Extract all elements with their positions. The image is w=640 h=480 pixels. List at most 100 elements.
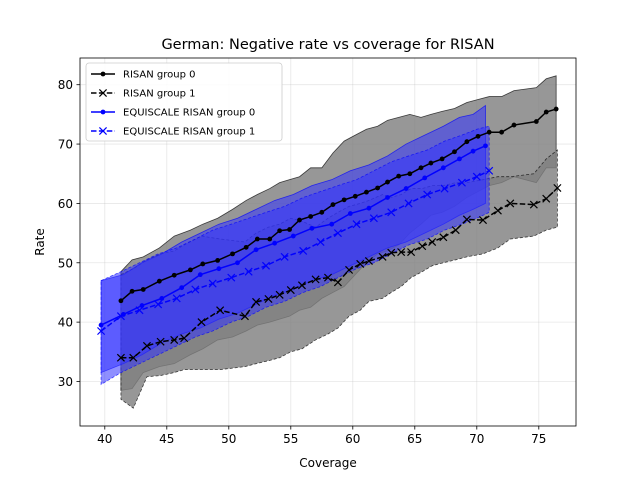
equiscale-risan-group-0-point (98, 322, 104, 328)
risan-group-1-point (311, 275, 320, 284)
risan-group-1-point (323, 273, 333, 282)
risan-group-0-legend-marker (100, 71, 106, 77)
risan-group-1-point (116, 353, 125, 362)
equiscale-risan-group-1-point (404, 199, 413, 208)
equiscale-risan-group-0-point (403, 186, 409, 191)
risan-group-0-point (254, 236, 260, 242)
risan-group-1-point (286, 286, 295, 295)
equiscale-risan-group-0-point (253, 247, 259, 253)
y-tick-label: 80 (58, 78, 73, 92)
equiscale-risan-group-1-point (227, 273, 236, 282)
risan-group-1-point (493, 206, 502, 215)
risan-group-0-point (533, 119, 539, 124)
risan-group-0-point (418, 165, 424, 171)
equiscale-risan-group-0-point (216, 266, 222, 272)
risan-group-1-legend-label: RISAN group 1 (123, 89, 196, 100)
y-tick-label: 60 (58, 197, 73, 211)
equiscale-risan-group-1-band (100, 125, 490, 386)
legend-box (85, 62, 283, 142)
risan-group-1-point (216, 306, 225, 315)
equiscale-risan-group-1-point (244, 267, 253, 276)
equiscale-risan-group-1-point (333, 229, 342, 238)
risan-group-1-point (407, 248, 416, 257)
risan-group-0-point (230, 251, 235, 257)
equiscale-risan-group-1-point (316, 237, 325, 247)
equiscale-risan-group-1-point (369, 214, 378, 223)
chart-title: German: Negative rate vs coverage for RI… (161, 37, 494, 53)
risan-group-0-point (396, 173, 402, 179)
risan-group-1-point (356, 259, 365, 268)
risan-group-0-point (428, 160, 434, 166)
equiscale-risan-group-0-point (347, 211, 353, 216)
equiscale-risan-group-0-point (457, 156, 462, 162)
equiscale-risan-group-1-point (172, 294, 181, 303)
x-tick-label: 75 (531, 432, 546, 446)
risan-group-1-point (333, 278, 342, 287)
equiscale-risan-group-1-point (485, 166, 494, 175)
risan-group-0-point (308, 214, 314, 219)
equiscale-risan-group-0-point (139, 303, 145, 308)
equiscale-risan-group-0-point (159, 295, 165, 301)
risan-group-0-point (287, 227, 292, 232)
equiscale-risan-group-1-point (135, 306, 144, 315)
risan-group-1-point (264, 294, 273, 304)
risan-group-0-legend-label: RISAN group 0 (123, 70, 196, 81)
equiscale-risan-group-1-point (154, 300, 163, 309)
risan-group-0-point (297, 217, 302, 223)
y-tick-label: 40 (58, 316, 73, 330)
equiscale-risan-group-1-point (423, 190, 432, 199)
risan-group-0-point (187, 267, 193, 273)
risan-group-1-point (439, 233, 448, 242)
equiscale-risan-group-1-point (191, 285, 200, 294)
x-axis-label: Coverage (299, 456, 357, 470)
risan-group-0-point (385, 179, 390, 185)
risan-group-1-point (397, 248, 406, 257)
risan-group-0-point (118, 298, 124, 304)
equiscale-risan-group-1-point (352, 220, 361, 229)
risan-group-0-point (319, 209, 325, 215)
risan-group-1-point (506, 199, 515, 208)
risan-group-1-point (142, 341, 151, 350)
risan-group-1-point (553, 183, 562, 193)
equiscale-risan-group-0-point (272, 240, 278, 246)
risan-group-1-point (345, 265, 354, 274)
equiscale-risan-group-0-point (440, 165, 446, 171)
risan-group-1-point (297, 281, 306, 290)
risan-group-1-point (275, 290, 284, 299)
y-tick-label: 50 (58, 256, 73, 270)
x-tick-label: 70 (469, 432, 484, 446)
equiscale-risan-group-0-point (422, 175, 428, 181)
risan-group-1-point (180, 334, 189, 343)
risan-group-0-point (129, 288, 135, 294)
risan-group-0-point (439, 156, 445, 162)
x-tick-label: 65 (407, 432, 422, 446)
x-tick-label: 55 (283, 432, 298, 446)
risan-group-0-point (352, 193, 358, 199)
equiscale-risan-group-0-point (290, 233, 296, 239)
plot-frame (79, 57, 577, 427)
equiscale-risan-group-0-point (470, 148, 476, 154)
risan-group-0-point (543, 109, 549, 115)
risan-group-0-point (553, 106, 559, 112)
equiscale-risan-group-1-point (208, 279, 217, 288)
equiscale-risan-group-0-point (329, 221, 335, 227)
risan-group-1-point (451, 226, 460, 235)
risan-group-1-point (478, 216, 488, 225)
risan-group-1-point (542, 194, 551, 203)
risan-group-0-point (511, 122, 517, 128)
risan-group-1-point (462, 215, 471, 224)
risan-group-0-point (341, 197, 347, 203)
equiscale-risan-group-0-point (235, 260, 240, 266)
equiscale-risan-group-1-legend-label: EQUISCALE RISAN group 1 (123, 127, 255, 138)
risan-group-0-point (486, 129, 492, 135)
equiscale-risan-group-0-point (197, 272, 203, 278)
risan-group-1-point (252, 297, 261, 306)
equiscale-risan-group-0-line (100, 145, 486, 326)
risan-group-1-point (197, 318, 206, 327)
risan-group-1-point (529, 200, 538, 209)
risan-group-0-point (215, 258, 221, 263)
equiscale-risan-group-1-point (472, 172, 481, 181)
equiscale-risan-group-0-point (366, 205, 372, 211)
equiscale-risan-group-0-legend-marker (100, 109, 106, 115)
